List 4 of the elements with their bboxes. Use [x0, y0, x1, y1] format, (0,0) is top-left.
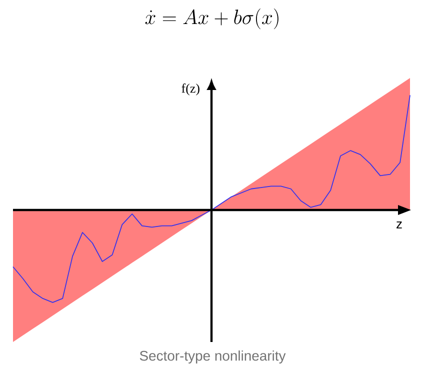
x-axis-title: z — [396, 222, 402, 228]
y-axis-title: f(z) — [182, 84, 200, 96]
text: Sector-type nonlinearity — [140, 350, 286, 364]
chart-title: $\dot{x} = Ax + b\sigma(x)$ — [145, 8, 278, 30]
